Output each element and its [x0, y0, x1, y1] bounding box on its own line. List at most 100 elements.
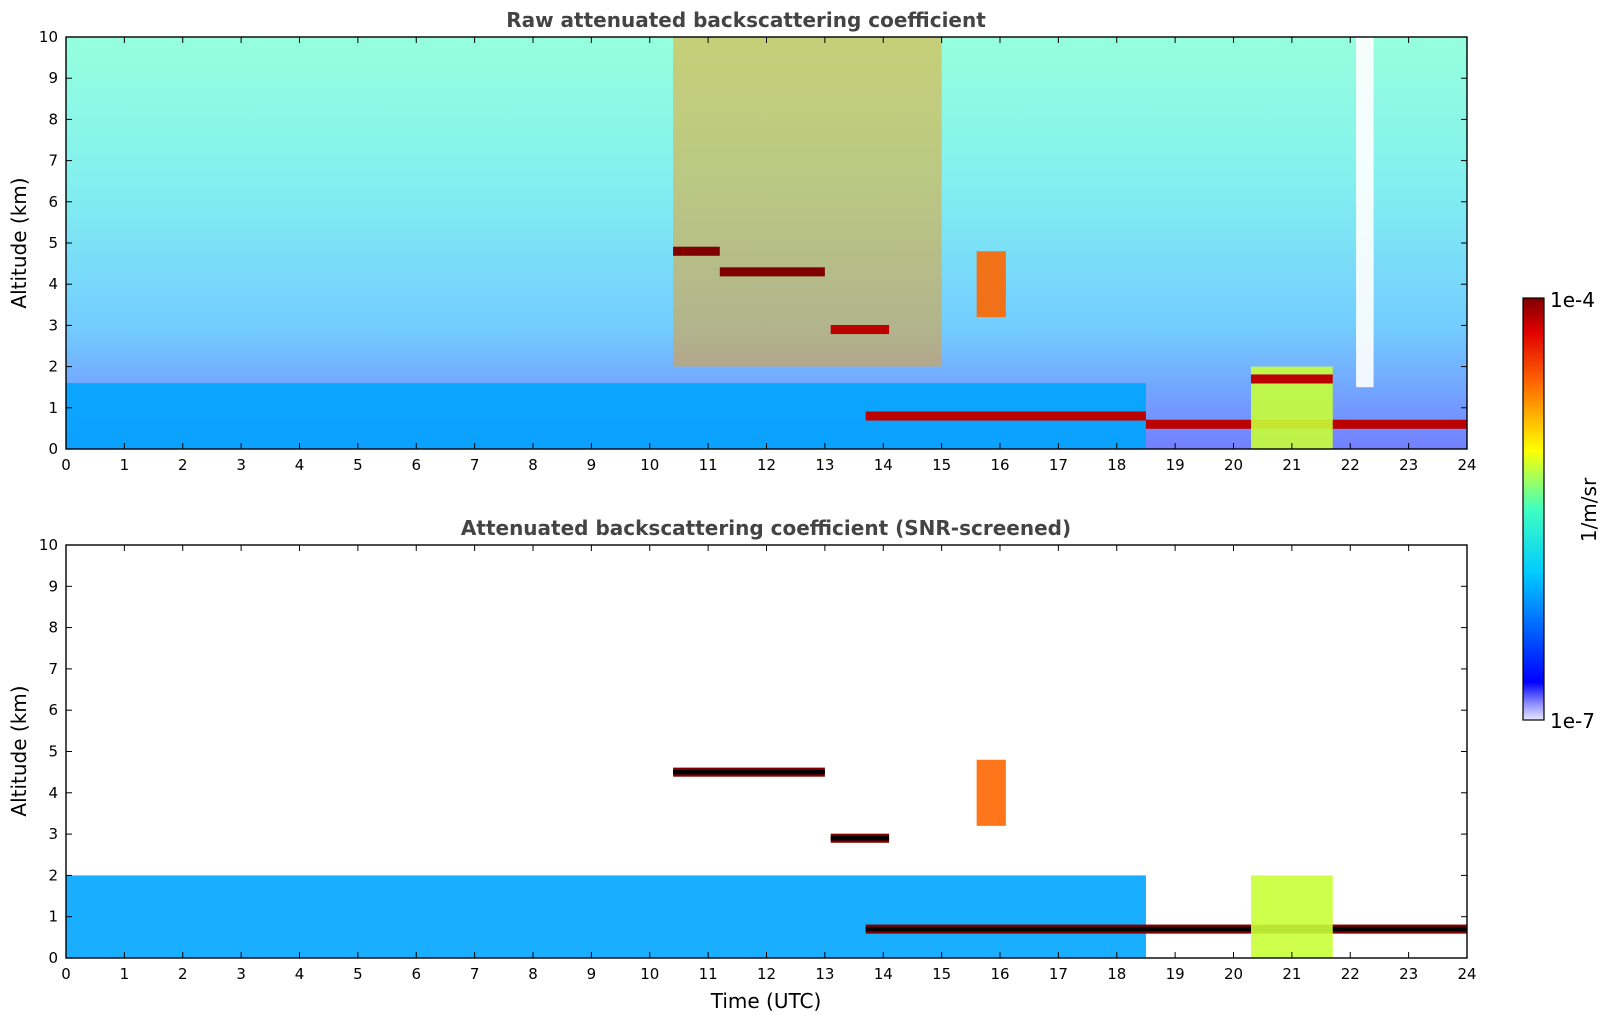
x-tick-label: 17 — [1049, 965, 1068, 983]
x-tick-label: 20 — [1224, 965, 1243, 983]
fall-streak-4 — [976, 759, 1006, 826]
x-tick-label: 3 — [236, 456, 246, 474]
x-tick-label: 5 — [353, 965, 363, 983]
signal-gap-10 — [1356, 37, 1374, 388]
x-tick-label: 1 — [120, 965, 130, 983]
colorbar-max-label: 1e-4 — [1550, 288, 1595, 312]
y-tick-label: 3 — [48, 825, 58, 843]
y-tick-label: 9 — [48, 69, 58, 87]
colorbar-gradient — [1522, 297, 1545, 721]
x-tick-label: 14 — [874, 965, 893, 983]
x-tick-label: 23 — [1399, 456, 1418, 474]
cloud-layer-2-saturated — [830, 835, 890, 841]
panel-screened-y-ticks: 0 1 2 3 4 5 6 7 8 9 10 — [39, 536, 1467, 967]
y-tick-label: 8 — [48, 110, 58, 128]
x-tick-label: 13 — [815, 965, 834, 983]
x-tick-label: 8 — [528, 965, 538, 983]
x-tick-label: 14 — [874, 456, 893, 474]
cloud-layer-9 — [1251, 374, 1333, 384]
panel-raw-y-label: Altitude (km) — [7, 177, 31, 308]
x-tick-label: 11 — [699, 965, 718, 983]
y-tick-label: 3 — [48, 316, 58, 334]
cloud-layer-5 — [865, 411, 1146, 421]
x-tick-label: 8 — [528, 456, 538, 474]
colorbar: 1e-4 1e-7 1/m/sr — [1522, 288, 1601, 733]
cloud-layer-4 — [830, 324, 890, 335]
panel-raw-y-ticks: 0 1 2 3 4 5 6 7 8 9 10 — [39, 28, 1467, 458]
y-tick-label: 6 — [48, 193, 58, 211]
x-tick-label: 5 — [353, 456, 363, 474]
x-tick-label: 7 — [470, 456, 480, 474]
y-tick-label: 1 — [48, 908, 58, 926]
x-tick-label: 22 — [1341, 965, 1360, 983]
x-tick-label: 11 — [699, 456, 718, 474]
panel-screened-plot-area — [66, 759, 1467, 958]
cloud-layer-1-saturated — [673, 769, 825, 775]
x-tick-label: 10 — [640, 965, 659, 983]
x-tick-label: 24 — [1457, 456, 1476, 474]
panel-raw-title: Raw attenuated backscattering coefficien… — [506, 8, 986, 32]
x-tick-label: 10 — [640, 456, 659, 474]
x-tick-label: 3 — [236, 965, 246, 983]
x-tick-label: 21 — [1282, 456, 1301, 474]
y-tick-label: 9 — [48, 577, 58, 595]
panel-screened-x-label: Time (UTC) — [710, 989, 822, 1013]
x-tick-label: 20 — [1224, 456, 1243, 474]
x-tick-label: 18 — [1107, 456, 1126, 474]
panel-screened-x-ticks: 0 1 2 3 4 5 6 7 8 9 10 11 12 13 14 15 16 17 18 19 20 21 22 23 24 — [61, 545, 1477, 983]
x-tick-label: 4 — [295, 456, 305, 474]
y-tick-label: 4 — [48, 275, 58, 293]
y-tick-label: 4 — [48, 784, 58, 802]
x-tick-label: 19 — [1166, 965, 1185, 983]
x-tick-label: 24 — [1457, 965, 1476, 983]
x-tick-label: 22 — [1341, 456, 1360, 474]
panel-screened-title: Attenuated backscattering coefficient (S… — [461, 516, 1071, 540]
x-tick-label: 15 — [932, 965, 951, 983]
x-tick-label: 9 — [587, 456, 597, 474]
fall-streak-7 — [976, 251, 1006, 318]
panel-raw: Raw attenuated backscattering coefficien… — [7, 8, 1477, 474]
colorbar-min-label: 1e-7 — [1550, 709, 1595, 733]
y-tick-label: 8 — [48, 619, 58, 637]
x-tick-label: 6 — [411, 965, 421, 983]
colorbar-unit-label: 1/m/sr — [1577, 477, 1601, 542]
y-tick-label: 10 — [39, 28, 58, 46]
cloud-layer-3-saturated — [865, 926, 1467, 932]
x-tick-label: 0 — [61, 456, 71, 474]
x-tick-label: 16 — [990, 965, 1009, 983]
x-tick-label: 19 — [1166, 456, 1185, 474]
y-tick-label: 5 — [48, 743, 58, 761]
y-tick-label: 2 — [48, 358, 58, 376]
x-tick-label: 18 — [1107, 965, 1126, 983]
x-tick-label: 21 — [1282, 965, 1301, 983]
boundary-layer-0 — [66, 875, 1146, 958]
x-tick-label: 2 — [178, 456, 188, 474]
x-tick-label: 1 — [120, 456, 130, 474]
y-tick-label: 7 — [48, 660, 58, 678]
y-tick-label: 6 — [48, 701, 58, 719]
noisy-background-1 — [673, 37, 942, 367]
x-tick-label: 23 — [1399, 965, 1418, 983]
x-tick-label: 15 — [932, 456, 951, 474]
x-tick-label: 6 — [411, 456, 421, 474]
x-tick-label: 2 — [178, 965, 188, 983]
y-tick-label: 10 — [39, 536, 58, 554]
panel-screened-y-label: Altitude (km) — [7, 685, 31, 816]
x-tick-label: 9 — [587, 965, 597, 983]
x-tick-label: 12 — [757, 456, 776, 474]
background-noise — [66, 37, 1467, 449]
x-tick-label: 7 — [470, 965, 480, 983]
x-tick-label: 13 — [815, 456, 834, 474]
panel-raw-plot-area — [66, 37, 1467, 449]
y-tick-label: 0 — [48, 949, 58, 967]
x-tick-label: 16 — [990, 456, 1009, 474]
x-tick-label: 4 — [295, 965, 305, 983]
y-tick-label: 7 — [48, 152, 58, 170]
cloud-layer-2 — [673, 246, 720, 256]
cloud-column-5 — [1251, 875, 1333, 958]
y-tick-label: 5 — [48, 234, 58, 252]
cloud-layer-3 — [719, 267, 825, 277]
y-tick-label: 2 — [48, 866, 58, 884]
panel-screened: Attenuated backscattering coefficient (S… — [7, 516, 1477, 1013]
